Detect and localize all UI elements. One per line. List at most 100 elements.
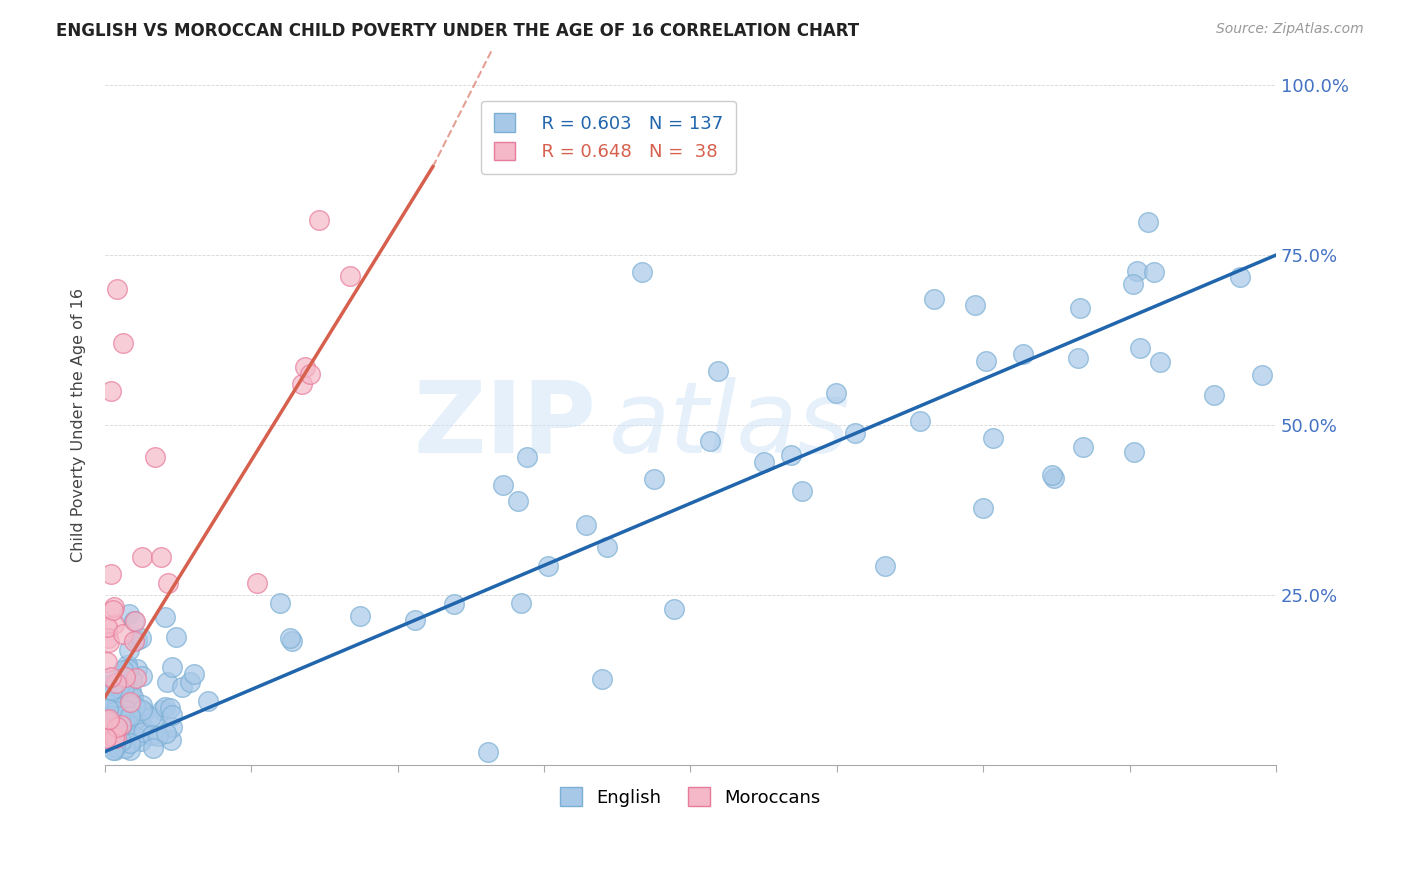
Point [1069, 301, 1091, 315]
Point [128, 704, 150, 718]
Point [131, 718, 153, 732]
Point [510, 596, 533, 610]
Point [100, 715, 122, 730]
Point [122, 690, 145, 705]
Point [591, 672, 613, 686]
Point [105, 711, 128, 725]
Point [118, 742, 141, 756]
Point [101, 743, 124, 757]
Point [1040, 467, 1063, 482]
Point [508, 494, 530, 508]
Point [131, 703, 153, 717]
Point [1126, 264, 1149, 278]
Point [630, 265, 652, 279]
Point [120, 690, 142, 705]
Point [97, 719, 120, 733]
Point [103, 600, 125, 615]
Point [155, 725, 177, 739]
Point [780, 448, 803, 462]
Point [965, 298, 987, 312]
Point [100, 671, 122, 685]
Point [1142, 265, 1164, 279]
Point [111, 336, 134, 351]
Point [132, 725, 155, 739]
Point [103, 737, 125, 751]
Point [114, 731, 136, 746]
Point [105, 731, 128, 745]
Point [114, 722, 136, 736]
Point [114, 670, 136, 684]
Point [844, 426, 866, 441]
Point [101, 708, 124, 723]
Point [443, 597, 465, 611]
Point [134, 705, 156, 719]
Point [159, 733, 181, 747]
Point [112, 680, 135, 694]
Point [150, 703, 173, 717]
Point [160, 707, 183, 722]
Point [122, 703, 145, 717]
Point [100, 706, 122, 720]
Point [516, 450, 538, 464]
Point [120, 695, 142, 709]
Point [404, 613, 426, 627]
Point [108, 715, 131, 730]
Point [96, 655, 118, 669]
Text: ZIP: ZIP [413, 376, 596, 474]
Point [103, 731, 125, 745]
Point [752, 455, 775, 469]
Point [291, 377, 314, 392]
Point [575, 518, 598, 533]
Point [153, 610, 176, 624]
Point [281, 634, 304, 648]
Point [107, 731, 129, 745]
Point [100, 734, 122, 748]
Point [139, 709, 162, 723]
Point [94, 731, 117, 745]
Text: atlas: atlas [609, 376, 851, 474]
Point [699, 434, 721, 448]
Y-axis label: Child Poverty Under the Age of 16: Child Poverty Under the Age of 16 [72, 288, 86, 562]
Point [1202, 388, 1225, 402]
Point [1071, 440, 1094, 454]
Point [125, 671, 148, 685]
Point [104, 676, 127, 690]
Point [96, 728, 118, 742]
Point [105, 698, 128, 712]
Point [105, 699, 128, 714]
Point [122, 614, 145, 628]
Point [142, 740, 165, 755]
Point [159, 701, 181, 715]
Point [104, 739, 127, 754]
Point [197, 693, 219, 707]
Point [98, 671, 121, 685]
Point [1229, 270, 1251, 285]
Point [98, 710, 121, 724]
Point [972, 500, 994, 515]
Point [183, 667, 205, 681]
Point [111, 718, 134, 732]
Point [107, 733, 129, 747]
Point [922, 292, 945, 306]
Text: ENGLISH VS MOROCCAN CHILD POVERTY UNDER THE AGE OF 16 CORRELATION CHART: ENGLISH VS MOROCCAN CHILD POVERTY UNDER … [56, 22, 859, 40]
Point [269, 596, 291, 610]
Point [97, 690, 120, 704]
Point [100, 384, 122, 398]
Point [112, 627, 135, 641]
Point [104, 704, 127, 718]
Point [537, 558, 560, 573]
Point [179, 674, 201, 689]
Point [981, 431, 1004, 445]
Point [1012, 347, 1035, 361]
Point [97, 701, 120, 715]
Point [153, 700, 176, 714]
Point [131, 669, 153, 683]
Point [165, 630, 187, 644]
Point [97, 712, 120, 726]
Point [118, 643, 141, 657]
Point [125, 731, 148, 745]
Point [825, 385, 848, 400]
Point [125, 632, 148, 647]
Point [278, 631, 301, 645]
Point [98, 727, 121, 741]
